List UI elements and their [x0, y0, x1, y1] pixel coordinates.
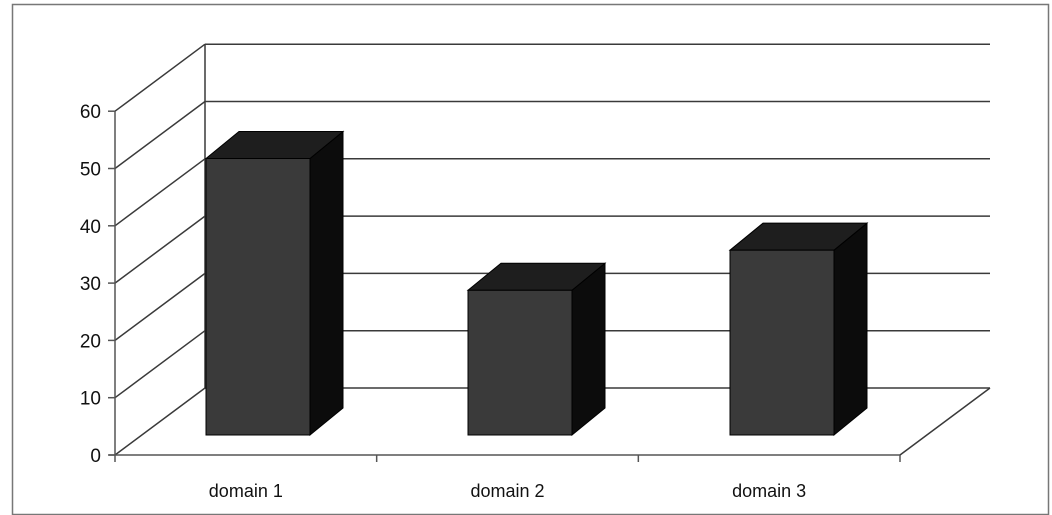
gridline-side-50 — [114, 100, 206, 170]
gridline-side-20 — [114, 272, 206, 342]
gridline-side-40 — [114, 158, 206, 227]
bars — [204, 130, 869, 437]
bar-front — [729, 249, 835, 436]
bar-front — [205, 158, 311, 436]
floor-edge — [899, 387, 991, 456]
bar-front — [467, 289, 573, 436]
gridline-side-0 — [114, 387, 206, 456]
y-tick-label: 0 — [90, 446, 101, 467]
y-tick-label: 40 — [80, 217, 101, 238]
y-tick-label: 50 — [80, 160, 101, 181]
y-tick-label: 10 — [80, 389, 101, 410]
x-tick-label: domain 2 — [470, 481, 544, 501]
bar-side — [309, 130, 344, 437]
gridline-side-60 — [114, 43, 206, 112]
bar-domain-3 — [728, 222, 869, 437]
y-tick-label: 60 — [80, 102, 101, 123]
x-tick-label: domain 3 — [732, 481, 806, 501]
chart-border — [11, 3, 1050, 515]
bar-side — [571, 262, 606, 437]
bar-domain-2 — [466, 262, 607, 437]
gridline-side-10 — [114, 330, 206, 399]
bar-domain-1 — [204, 130, 345, 437]
gridline-side-30 — [114, 215, 206, 284]
bar-side — [833, 222, 868, 437]
labels: 0 10 20 30 40 50 60 domain 1 domain 2 domain 3 — [80, 102, 806, 501]
y-tick-label: 20 — [80, 331, 101, 352]
axes — [108, 44, 901, 462]
x-tick-label: domain 1 — [209, 481, 283, 501]
y-tick-label: 30 — [80, 274, 101, 295]
